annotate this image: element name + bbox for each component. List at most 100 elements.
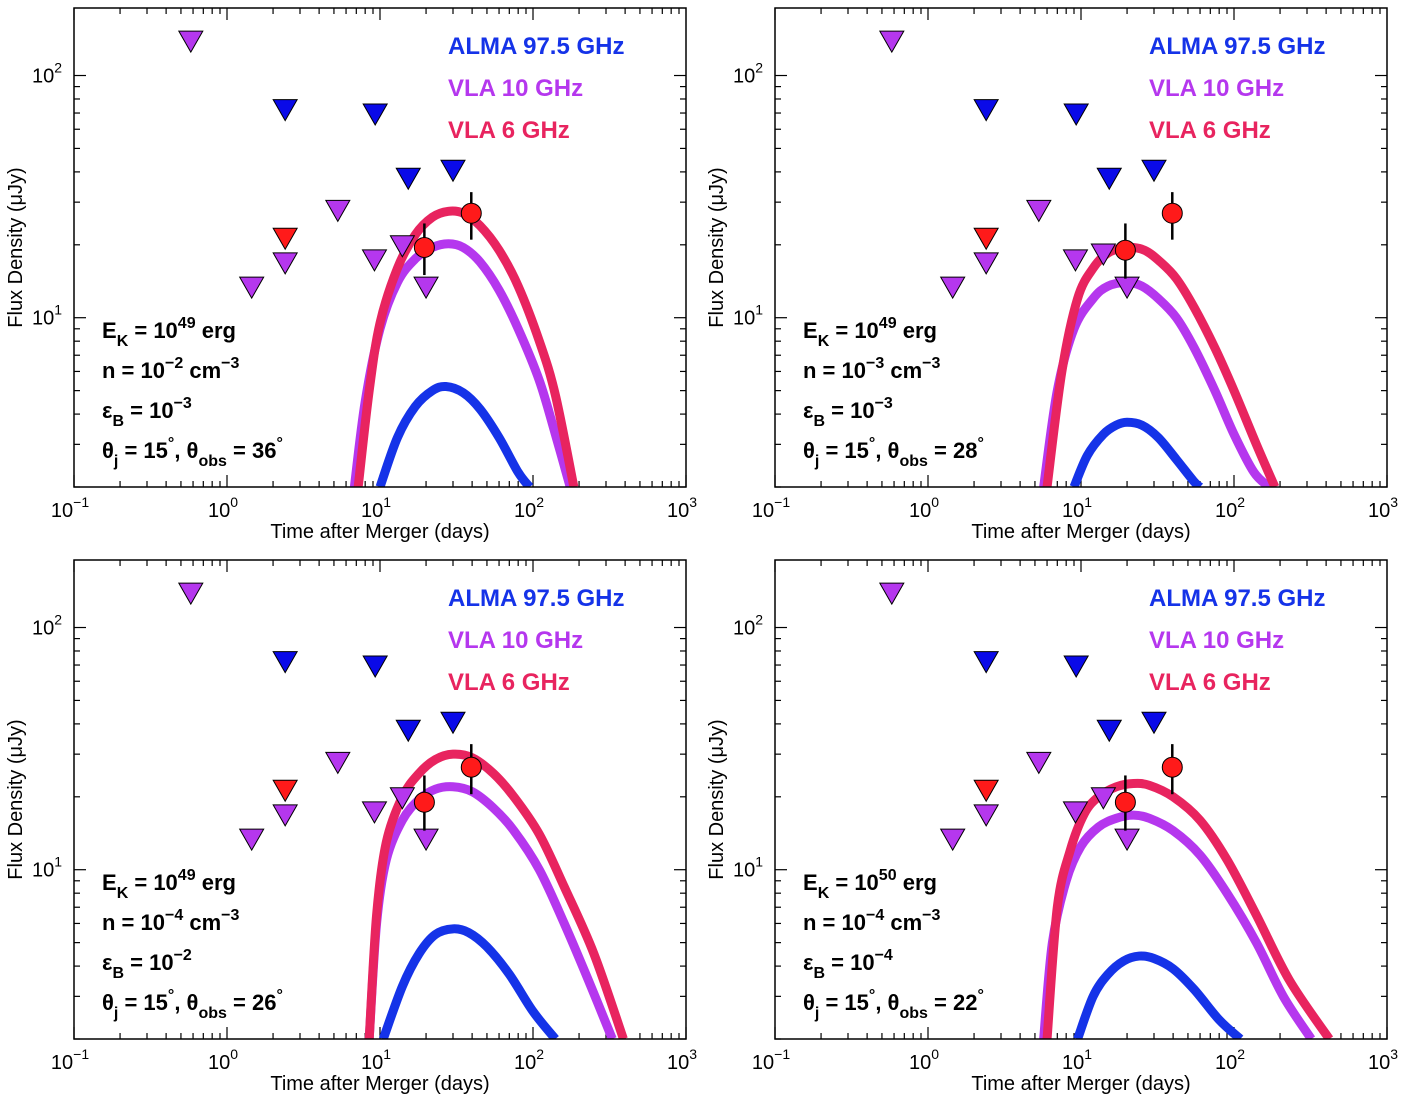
x-tick-label: 10−1 xyxy=(51,494,89,522)
upper-limit-vla10 xyxy=(1025,199,1052,223)
upper-limit-vla10 xyxy=(324,199,351,223)
param-line: εB = 10−2 xyxy=(102,947,192,982)
x-tick-label: 10−1 xyxy=(752,1046,790,1074)
upper-limit-alma xyxy=(362,103,389,127)
plot-frame xyxy=(73,559,687,1040)
detection-point xyxy=(1161,202,1183,224)
detections xyxy=(1114,192,1183,279)
y-tick-label: 102 xyxy=(733,60,763,88)
upper-limit-alma xyxy=(272,651,299,674)
detections xyxy=(413,744,482,831)
upper-limit-vla10 xyxy=(272,252,299,275)
x-tick-label: 102 xyxy=(1215,1046,1245,1074)
legend-alma: ALMA 97.5 GHz xyxy=(1149,33,1325,60)
upper-limit-vla10 xyxy=(177,30,204,54)
upper-limit-alma xyxy=(272,99,299,122)
plot-frame xyxy=(73,7,687,488)
upper-limit-alma xyxy=(1096,167,1123,191)
param-line: n = 10−2 cm−3 xyxy=(102,355,240,383)
param-line: n = 10−4 cm−3 xyxy=(102,907,240,935)
upper-limit-vla10 xyxy=(389,787,416,810)
upper-limit-vla10 xyxy=(973,252,1000,275)
upper-limit-vla10 xyxy=(973,804,1000,827)
y-tick-label: 102 xyxy=(32,60,62,88)
detection-point xyxy=(1114,791,1136,813)
legend-vla10: VLA 10 GHz xyxy=(1149,75,1284,102)
param-line: n = 10−4 cm−3 xyxy=(803,907,941,935)
model-curve-vla6 xyxy=(353,206,579,487)
x-tick-label: 101 xyxy=(1062,494,1092,522)
y-tick-label: 102 xyxy=(733,612,763,640)
param-line: EK = 1049 erg xyxy=(803,315,937,350)
upper-limit-vla10 xyxy=(1062,249,1089,272)
model-curves xyxy=(364,749,628,1039)
upper-limit-vla6 xyxy=(973,227,1000,251)
x-tick-label: 100 xyxy=(909,494,939,522)
upper-limit-vla10 xyxy=(878,30,905,54)
model-parameters: EK = 1049 erg n = 10−4 cm−3 εB = 10−2 θj = … xyxy=(102,867,283,1022)
detections xyxy=(1114,744,1183,831)
param-line: EK = 1049 erg xyxy=(102,315,236,350)
upper-limit-vla6 xyxy=(272,779,299,803)
upper-limit-vla10 xyxy=(361,801,388,824)
x-axis-label: Time after Merger (days) xyxy=(971,521,1190,543)
y-tick-label: 101 xyxy=(733,854,763,882)
upper-limit-vla10 xyxy=(1025,751,1052,775)
model-parameters: EK = 1049 erg n = 10−2 cm−3 εB = 10−3 θj = … xyxy=(102,315,283,470)
y-tick-label: 102 xyxy=(32,612,62,640)
upper-limit-alma xyxy=(440,159,466,183)
plot-frame xyxy=(774,7,1388,488)
upper-limit-vla10 xyxy=(939,828,966,852)
upper-limit-vla10 xyxy=(878,582,905,606)
upper-limits xyxy=(177,582,466,852)
x-tick-label: 102 xyxy=(514,494,544,522)
x-tick-label: 100 xyxy=(208,1046,238,1074)
y-tick-label: 101 xyxy=(32,302,62,330)
upper-limit-alma xyxy=(1141,711,1167,735)
legend-vla6: VLA 6 GHz xyxy=(1149,669,1271,696)
upper-limit-alma xyxy=(973,651,1000,674)
legend-alma: ALMA 97.5 GHz xyxy=(448,33,624,60)
param-line: θj = 15°, θobs = 28° xyxy=(803,435,984,470)
detection-point xyxy=(1161,756,1183,778)
upper-limit-vla10 xyxy=(1114,276,1140,300)
x-tick-label: 103 xyxy=(1368,1046,1398,1074)
upper-limit-alma xyxy=(1063,103,1090,127)
param-line: εB = 10−3 xyxy=(102,395,192,430)
model-curve-alma xyxy=(1073,951,1244,1039)
x-axis-label: Time after Merger (days) xyxy=(270,521,489,543)
x-tick-label: 100 xyxy=(909,1046,939,1074)
x-tick-label: 101 xyxy=(1062,1046,1092,1074)
model-curve-vla6 xyxy=(1042,242,1280,487)
param-line: θj = 15°, θobs = 36° xyxy=(102,435,283,470)
model-curve-vla10 xyxy=(349,239,575,487)
model-curve-alma xyxy=(375,381,534,487)
x-tick-label: 102 xyxy=(514,1046,544,1074)
x-tick-label: 100 xyxy=(208,494,238,522)
upper-limit-vla10 xyxy=(177,582,204,606)
model-curve-vla6 xyxy=(1042,778,1334,1039)
legend-alma: ALMA 97.5 GHz xyxy=(448,585,624,612)
upper-limit-vla10 xyxy=(238,276,265,300)
upper-limit-alma xyxy=(395,719,422,743)
x-tick-label: 10−1 xyxy=(752,494,790,522)
upper-limit-vla10 xyxy=(272,804,299,827)
chart-panel-2: 10−1 100 101 102 103 101 102 Time after Merger … xyxy=(706,7,1398,543)
detection-point xyxy=(460,202,482,224)
upper-limit-vla10 xyxy=(1062,801,1089,824)
upper-limit-vla10 xyxy=(324,751,351,775)
y-axis-label: Flux Density (μJy) xyxy=(5,719,27,879)
upper-limit-vla6 xyxy=(272,227,299,251)
detection-point xyxy=(413,791,435,813)
y-axis-label: Flux Density (μJy) xyxy=(706,167,728,327)
upper-limit-vla10 xyxy=(1114,828,1140,852)
upper-limit-alma xyxy=(395,167,422,191)
upper-limit-alma xyxy=(1096,719,1123,743)
legend-vla6: VLA 6 GHz xyxy=(448,669,570,696)
model-curves xyxy=(1039,242,1280,487)
x-tick-label: 103 xyxy=(1368,494,1398,522)
y-axis-label: Flux Density (μJy) xyxy=(5,167,27,327)
detection-point xyxy=(460,756,482,778)
x-tick-label: 101 xyxy=(361,1046,391,1074)
